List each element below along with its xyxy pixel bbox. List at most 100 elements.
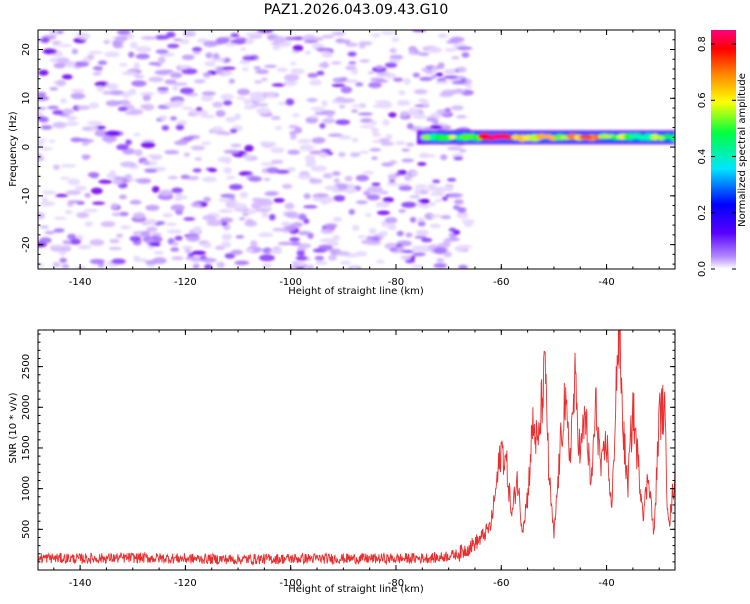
heatmap-noise-cell <box>303 205 318 209</box>
heatmap-noise-cell <box>191 47 203 52</box>
heatmap-noise-cell <box>89 239 105 246</box>
heatmap-noise-cell <box>348 61 357 65</box>
y-tick-label: 10 <box>21 92 32 105</box>
heatmap-noise-cell <box>111 212 121 217</box>
heatmap-noise-cell <box>322 173 333 179</box>
heatmap-noise-cell <box>446 40 458 44</box>
heatmap-noise-cell <box>424 70 435 75</box>
heatmap-noise-cell <box>66 116 78 121</box>
heatmap-noise-cell <box>419 198 431 205</box>
heatmap-noise-cell <box>274 125 283 131</box>
heatmap-noise-cell <box>250 240 258 248</box>
heatmap-noise-cell <box>335 38 346 44</box>
heatmap-noise-cell <box>134 75 145 79</box>
heatmap-noise-cell <box>453 156 464 161</box>
heatmap-noise-cell <box>82 154 89 161</box>
heatmap-noise-cell <box>321 50 334 58</box>
heatmap-noise-cell <box>49 244 64 248</box>
heatmap-noise-cell <box>351 137 359 143</box>
heatmap-noise-cell <box>263 64 277 68</box>
heatmap-noise-cell <box>417 221 426 227</box>
heatmap-noise-cell <box>318 62 330 68</box>
heatmap-noise-cell <box>174 197 183 202</box>
heatmap-noise-cell <box>355 82 364 87</box>
heatmap-noise-cell <box>276 169 290 174</box>
heatmap-noise-cell <box>335 119 351 125</box>
heatmap-noise-cell <box>153 235 163 243</box>
heatmap-noise-cell <box>291 113 300 118</box>
heatmap-noise-cell <box>67 178 81 186</box>
heatmap-noise-cell <box>180 174 191 180</box>
heatmap-noise-cell <box>461 219 475 224</box>
heatmap-noise-cell <box>378 138 391 142</box>
heatmap-noise-cell <box>389 48 397 54</box>
heatmap-noise-cell <box>421 237 433 243</box>
heatmap-noise-cell <box>201 141 211 146</box>
heatmap-noise-cell <box>465 84 473 89</box>
heatmap-noise-cell <box>433 263 448 269</box>
heatmap-noise-cell <box>254 103 269 107</box>
heatmap-noise-cell <box>76 265 86 269</box>
heatmap-noise-cell <box>120 161 136 168</box>
heatmap-noise-cell <box>414 188 421 195</box>
heatmap-noise-cell <box>415 184 427 189</box>
heatmap-signal-band <box>417 130 675 145</box>
heatmap-noise-cell <box>76 212 89 219</box>
heatmap-noise-cell <box>129 41 138 49</box>
heatmap-noise-cell <box>228 78 235 84</box>
signal-peak-secondary <box>578 135 593 140</box>
heatmap-noise-cell <box>241 67 249 72</box>
heatmap-noise-cell <box>389 247 398 252</box>
heatmap-noise-cell <box>384 217 398 224</box>
heatmap-noise-cell <box>42 190 57 195</box>
heatmap-noise-cell <box>155 49 169 54</box>
heatmap-noise-cell <box>371 156 378 160</box>
heatmap-noise-cell <box>324 185 339 191</box>
heatmap-noise-cell <box>351 104 366 108</box>
heatmap-noise-cell <box>41 196 48 202</box>
heatmap-noise-cell <box>283 74 300 82</box>
heatmap-noise-cell <box>38 138 47 143</box>
snr-panel: -140 -120 -100 -80 -60 -40 500 1000 1500 2000 250… <box>8 329 676 595</box>
heatmap-noise-cell <box>444 107 451 113</box>
heatmap-noise-cell <box>53 216 67 220</box>
heatmap-noise-cell <box>379 230 388 237</box>
heatmap-noise-cell <box>184 248 191 254</box>
heatmap-noise-cell <box>333 195 346 202</box>
x-tick-label: -140 <box>69 277 92 288</box>
spectrogram-frame <box>37 29 676 270</box>
heatmap-noise-cell <box>406 123 414 130</box>
heatmap-noise-cell <box>172 241 179 246</box>
heatmap-noise-cell <box>223 149 239 154</box>
heatmap-noise-cell <box>296 266 305 269</box>
heatmap-noise-cell <box>257 30 274 34</box>
heatmap-noise-cell <box>96 86 105 92</box>
heatmap-noise-cell <box>388 58 401 64</box>
heatmap-noise-cell <box>102 90 113 95</box>
heatmap-noise-cell <box>183 217 196 221</box>
heatmap-noise-cell <box>297 243 312 249</box>
heatmap-noise-cell <box>359 43 366 49</box>
heatmap-noise-cell <box>350 152 361 158</box>
heatmap-noise-cell <box>56 57 70 64</box>
heatmap-noise-cell <box>310 165 327 172</box>
heatmap-noise-cell <box>133 132 141 137</box>
heatmap-noise-cell <box>399 255 412 260</box>
heatmap-noise-cell <box>369 148 382 152</box>
heatmap-noise-cell <box>100 221 116 228</box>
heatmap-noise-cell <box>157 56 166 64</box>
heatmap-noise-cell <box>409 195 421 199</box>
heatmap-noise-cell <box>284 202 295 210</box>
heatmap-noise-cell <box>131 80 147 87</box>
heatmap-noise-cell <box>204 263 213 269</box>
heatmap-noise-cell <box>445 47 458 52</box>
heatmap-noise-cell <box>225 116 237 123</box>
heatmap-noise-cell <box>412 114 427 119</box>
heatmap-noise-cell <box>200 95 214 102</box>
heatmap-noise-cell <box>235 235 245 239</box>
heatmap-noise-cell <box>39 225 50 229</box>
heatmap-noise-cell <box>350 266 359 269</box>
heatmap-noise-cell <box>418 98 427 103</box>
heatmap-noise-cell <box>217 156 232 163</box>
heatmap-noise-cell <box>118 211 129 217</box>
